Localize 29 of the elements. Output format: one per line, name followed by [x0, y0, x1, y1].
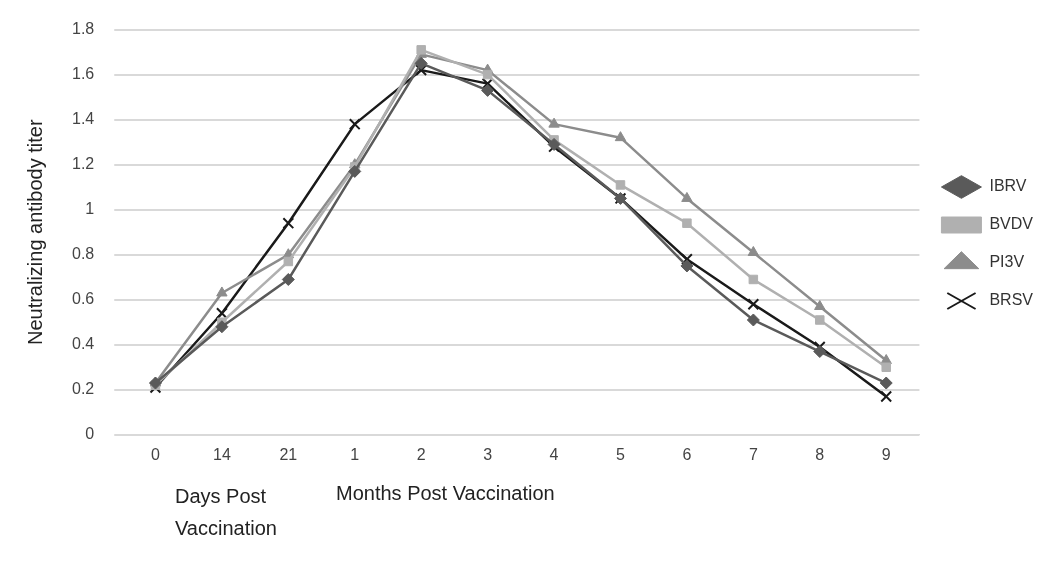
x-tick-label: 2 [416, 445, 426, 463]
y-axis-title: Neutralizing antibody titer [23, 119, 46, 346]
x-tick-label: 21 [279, 445, 298, 463]
x-tick-label: 7 [748, 445, 758, 463]
x-tick-label: 6 [682, 445, 692, 463]
y-tick-label: 0 [85, 425, 95, 443]
y-tick-label: 1.6 [71, 65, 95, 83]
x-tick-label: 4 [549, 445, 559, 463]
y-tick-label: 0.6 [71, 290, 95, 308]
y-tick-label: 1.2 [71, 155, 95, 173]
x-tick-label: 1 [350, 445, 360, 463]
y-tick-label: 1 [85, 200, 95, 218]
legend-label: BRSV [989, 291, 1034, 309]
x-tick-label: 14 [212, 445, 231, 463]
legend-label: BVDV [989, 215, 1034, 233]
text: Days Post Vaccination [175, 484, 278, 541]
x-tick-label: 0 [151, 445, 161, 463]
x-axis-title: Months Post Vaccination [336, 481, 555, 506]
x-tick-label: 8 [815, 445, 825, 463]
legend-label: IBRV [989, 177, 1027, 195]
y-tick-label: 0.8 [71, 245, 95, 263]
y-tick-label: 0.2 [71, 380, 95, 398]
y-tick-label: 1.4 [71, 110, 95, 128]
y-tick-label: 0.4 [71, 335, 95, 353]
y-tick-label: 1.8 [71, 20, 95, 38]
x-tick-label: 9 [881, 445, 891, 463]
legend-label: PI3V [989, 253, 1025, 271]
x-tick-label: 5 [616, 445, 626, 463]
x-tick-label: 3 [483, 445, 493, 463]
